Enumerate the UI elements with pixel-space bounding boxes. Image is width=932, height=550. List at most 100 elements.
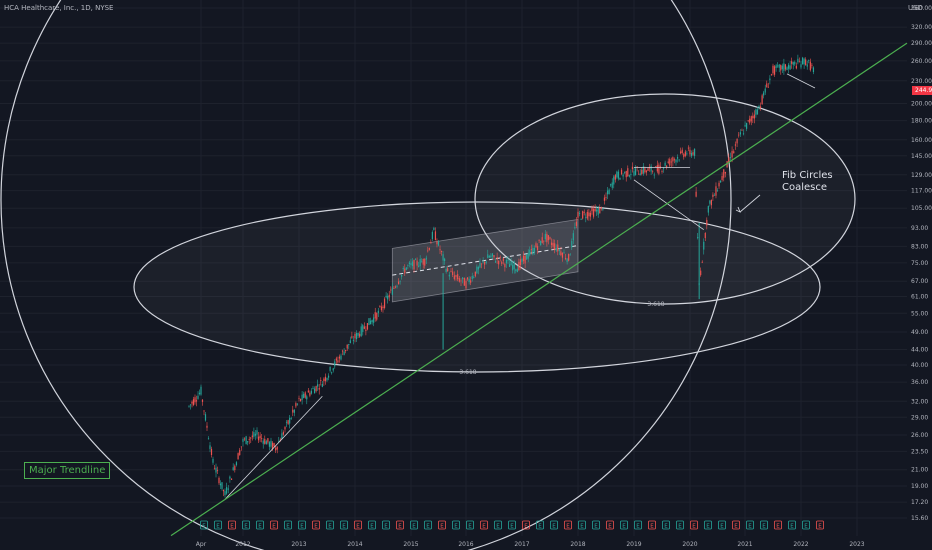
candle-body [245, 436, 247, 445]
earnings-marker-label: E [566, 524, 570, 530]
earnings-marker-label: E [734, 524, 738, 530]
candle-body [780, 64, 782, 71]
candle-body [784, 64, 787, 70]
candle-body [809, 61, 811, 71]
trendline-label[interactable]: Major Trendline [24, 462, 111, 479]
candle-body [491, 253, 494, 257]
candle-body [379, 306, 381, 308]
earnings-marker-label: E [426, 524, 430, 530]
x-tick-label: 2015 [403, 541, 418, 548]
candle-body [519, 259, 522, 266]
earnings-marker [760, 520, 768, 530]
y-tick-label: 93.00 [911, 225, 928, 232]
candle-body [257, 436, 260, 441]
candle-body [329, 366, 331, 371]
candle-body [683, 154, 685, 158]
candle-body [669, 159, 671, 166]
earnings-marker-label: E [230, 524, 234, 530]
candle-body [571, 241, 573, 248]
candle-body [428, 248, 430, 250]
candle-body [656, 165, 658, 172]
candle-body [371, 319, 373, 323]
candle-body [424, 259, 426, 266]
candle-body [564, 257, 567, 259]
candle-body [307, 390, 309, 393]
candle-body [204, 414, 207, 421]
candle-body [385, 295, 387, 298]
candle-body [738, 134, 740, 136]
earnings-marker-label: E [454, 524, 458, 530]
candle-body [789, 65, 791, 70]
candle-body [578, 213, 581, 214]
earnings-marker-label: E [804, 524, 808, 530]
earnings-marker-label: E [412, 524, 416, 530]
candle-body [312, 388, 314, 390]
candle-body [411, 261, 414, 267]
earnings-marker-label: E [258, 524, 262, 530]
candle-body [427, 250, 429, 252]
candle-body [750, 116, 752, 122]
earnings-marker-label: E [580, 524, 584, 530]
candle-body [794, 61, 796, 65]
candle-body [547, 235, 550, 241]
candle-body [662, 168, 665, 169]
candle-body [505, 259, 508, 264]
earnings-marker [270, 520, 278, 530]
candle-body [473, 277, 475, 278]
candle-body [795, 65, 797, 69]
candle-body [445, 268, 447, 272]
candle-body [675, 159, 677, 163]
fib-note-arrow [739, 194, 761, 213]
candle-body [747, 120, 749, 122]
candle-body [490, 255, 492, 258]
candle-body [416, 260, 418, 266]
candle-body [405, 267, 407, 270]
candle-body [594, 208, 596, 212]
fib-note[interactable]: Fib Circles Coalesce [782, 170, 833, 194]
earnings-marker-label: E [370, 524, 374, 530]
candle-body [376, 312, 378, 320]
candle-body [281, 433, 283, 440]
candle-body [388, 294, 390, 298]
candle-body [536, 246, 539, 251]
candle-body [410, 263, 412, 265]
earnings-marker [592, 520, 600, 530]
earnings-marker-label: E [244, 524, 248, 530]
candle-body [628, 175, 630, 177]
earnings-marker [214, 520, 222, 530]
candle-body [421, 261, 423, 263]
earnings-marker [802, 520, 810, 530]
candle-body [704, 232, 706, 239]
candle-body [566, 258, 568, 262]
candle-body [586, 211, 588, 219]
candle-body [516, 268, 518, 273]
x-tick-label: 2012 [235, 541, 250, 548]
candle-body [741, 129, 743, 131]
fib-ellipse-upper [474, 93, 856, 305]
candle-body [352, 340, 355, 342]
candle-body [227, 488, 229, 490]
earnings-marker-label: E [608, 524, 612, 530]
candle-body [278, 441, 280, 443]
earnings-marker [732, 520, 740, 530]
candle-body [212, 458, 214, 463]
candle-body [259, 435, 261, 439]
earnings-marker [606, 520, 614, 530]
candle-body [666, 165, 668, 168]
candle-body [636, 166, 638, 168]
x-axis: Apr 2012 2013 2014 2015 2016 2017 2018 2019 2020 2… [196, 541, 865, 548]
candle-body [630, 174, 632, 175]
candle-body [597, 207, 599, 215]
candle-body [285, 421, 288, 423]
candle-body [298, 398, 300, 399]
candle-body [499, 257, 501, 258]
candle-body [661, 171, 663, 172]
candle-body [616, 171, 618, 178]
candle-body [712, 194, 714, 197]
candle-body [653, 174, 655, 176]
candle-body [327, 375, 330, 378]
fib-ratio-label-1: 3.618 [459, 369, 476, 376]
candle-body [645, 170, 648, 173]
candle-body [282, 432, 285, 435]
